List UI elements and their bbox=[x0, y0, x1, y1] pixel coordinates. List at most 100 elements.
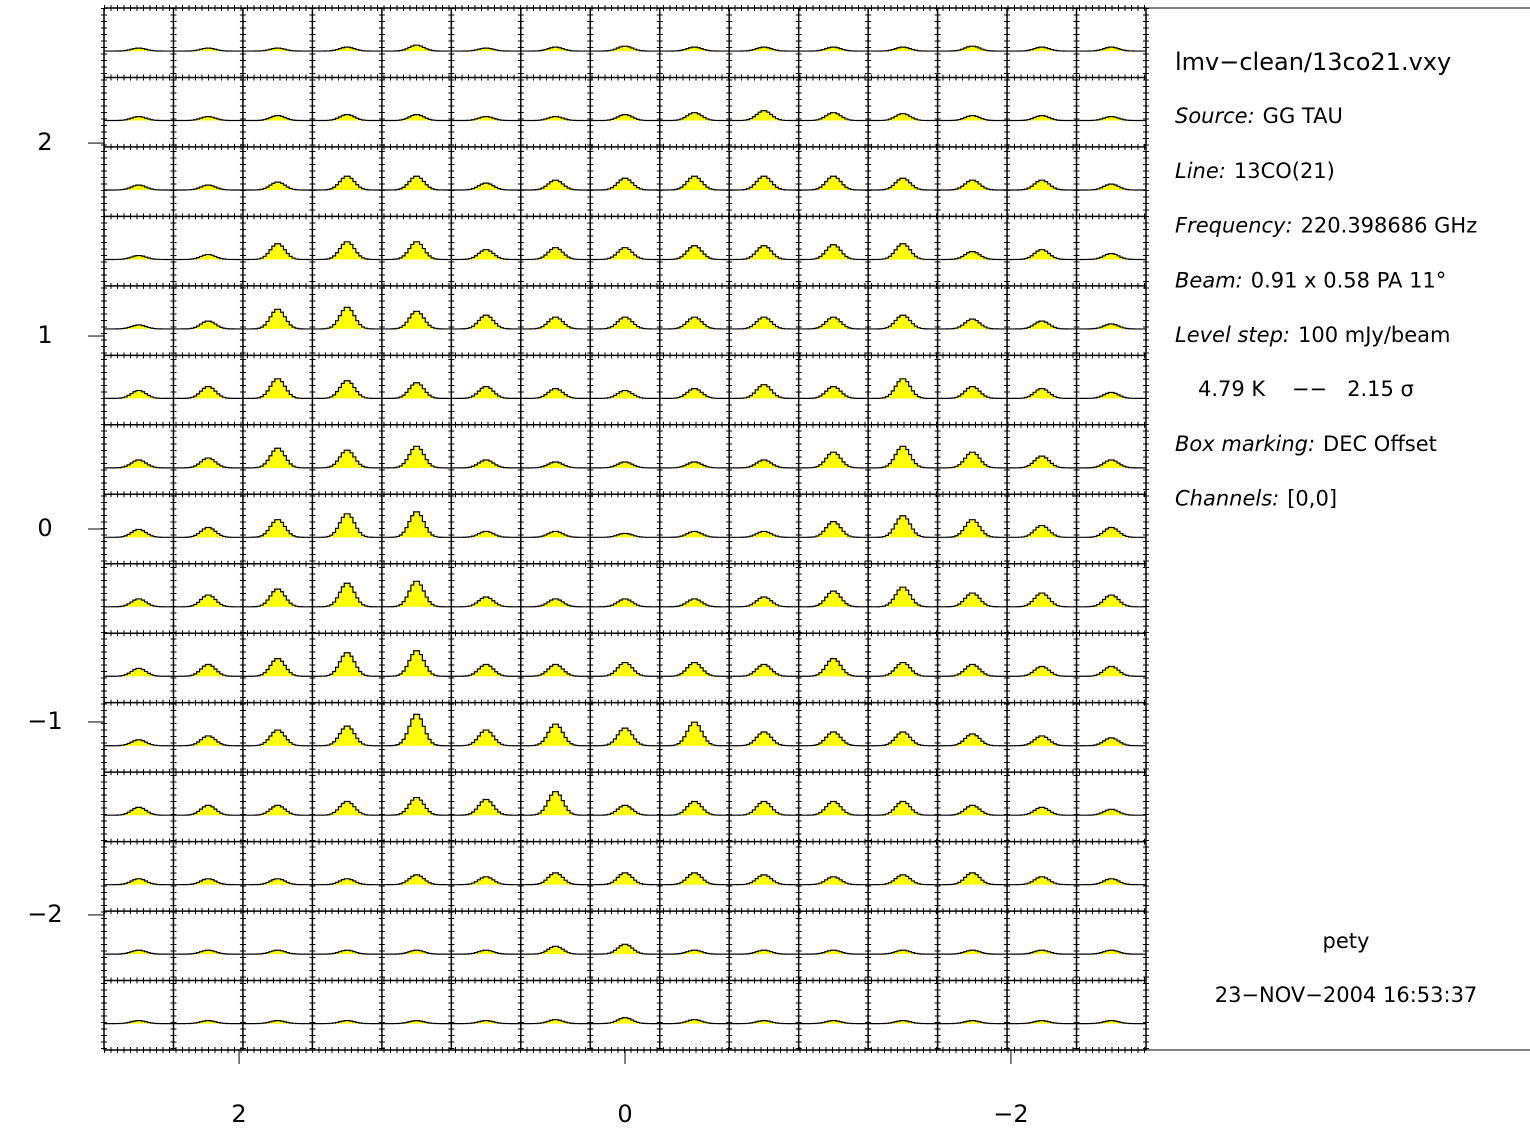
spectrum-line bbox=[451, 459, 521, 469]
spectrum-line bbox=[659, 800, 730, 816]
spectrum-fill bbox=[451, 460, 521, 468]
spectrum-line bbox=[868, 243, 938, 261]
spectrum-fill bbox=[798, 47, 869, 52]
spectrum-line bbox=[868, 731, 938, 747]
spectrum-line bbox=[1076, 878, 1146, 886]
spectrum-fill bbox=[173, 458, 243, 468]
spectrum-fill bbox=[1076, 392, 1146, 399]
spectrum-fill bbox=[1007, 807, 1077, 816]
spectrum-line bbox=[173, 1020, 243, 1025]
spectrum-line bbox=[1076, 183, 1146, 191]
spectrum-fill bbox=[1076, 116, 1146, 121]
spectrum-fill bbox=[104, 460, 174, 468]
spectrum-fill bbox=[312, 1020, 382, 1024]
spectrum-line bbox=[381, 241, 452, 261]
spectrum-fill bbox=[104, 529, 174, 538]
spectrum-line bbox=[520, 116, 591, 122]
spectrum-fill bbox=[451, 183, 521, 191]
spectrum-fill bbox=[729, 110, 799, 121]
spectrum-line bbox=[1076, 459, 1146, 469]
spectrum-line bbox=[590, 532, 660, 538]
spectrum-fill bbox=[242, 48, 313, 52]
spectrum-fill bbox=[312, 307, 382, 329]
spectrum-line bbox=[659, 175, 730, 191]
spectrum-line bbox=[242, 378, 313, 400]
spectrum-fill bbox=[1076, 737, 1146, 746]
spectrum-fill bbox=[937, 115, 1008, 121]
spectrum-fill bbox=[104, 48, 174, 52]
spectrum-line bbox=[104, 1020, 174, 1025]
spectrum-fill bbox=[381, 45, 452, 52]
spectrum-fill bbox=[729, 531, 799, 538]
spectrum-line bbox=[1007, 249, 1077, 261]
spectrum-fill bbox=[937, 46, 1008, 52]
spectrum-fill bbox=[381, 241, 452, 260]
spectrum-line bbox=[451, 249, 521, 261]
spectrum-line bbox=[868, 378, 938, 400]
spectrum-fill bbox=[729, 245, 799, 260]
spectrum-fill bbox=[590, 598, 660, 607]
spectrum-fill bbox=[798, 950, 869, 955]
spectrum-fill bbox=[173, 595, 243, 607]
spectrum-fill bbox=[1076, 878, 1146, 885]
spectrum-fill bbox=[242, 658, 313, 677]
spectrum-line bbox=[173, 526, 243, 538]
spectrum-line bbox=[868, 314, 938, 330]
spectrum-line bbox=[1076, 116, 1146, 122]
spectrum-line bbox=[104, 528, 174, 538]
spectrum-line bbox=[937, 804, 1008, 816]
spectrum-fill bbox=[1076, 809, 1146, 816]
spectrum-line bbox=[381, 114, 452, 122]
spectrum-fill bbox=[104, 950, 174, 955]
spectrum-fill bbox=[312, 176, 382, 191]
spectrum-line bbox=[729, 731, 799, 747]
spectrum-line bbox=[1007, 806, 1077, 816]
y-tick-label: 2 bbox=[37, 128, 52, 156]
spectrum-line bbox=[729, 316, 799, 330]
spectrum-fill bbox=[104, 390, 174, 399]
spectrum-line bbox=[590, 872, 660, 886]
spectrum-fill bbox=[242, 1020, 313, 1024]
spectrum-fill bbox=[590, 872, 660, 885]
spectrum-fill bbox=[173, 664, 243, 677]
spectrum-fill bbox=[798, 801, 869, 816]
spectrum-fill bbox=[104, 739, 174, 746]
spectrum-fill bbox=[520, 724, 591, 746]
spectrum-fill bbox=[729, 950, 799, 955]
spectrum-line bbox=[312, 306, 382, 330]
spectrum-fill bbox=[937, 519, 1008, 538]
spectrum-fill bbox=[1007, 876, 1077, 885]
spectrum-fill bbox=[729, 1020, 799, 1024]
info-item: Line: 13CO(21) bbox=[1175, 159, 1335, 183]
spectrum-line bbox=[590, 316, 660, 330]
spectrum-fill bbox=[173, 950, 243, 955]
spectrum-line bbox=[937, 386, 1008, 400]
spectrum-line bbox=[1076, 526, 1146, 538]
spectrum-fill bbox=[1007, 1020, 1077, 1024]
spectrum-fill bbox=[729, 317, 799, 329]
spectrum-line bbox=[104, 116, 174, 122]
spectrum-line bbox=[242, 949, 313, 955]
spectrum-line bbox=[104, 47, 174, 52]
spectrum-fill bbox=[729, 176, 799, 191]
spectrum-line bbox=[520, 388, 591, 400]
spectrum-line bbox=[173, 457, 243, 469]
spectrum-fill bbox=[659, 317, 730, 329]
spectrum-line bbox=[1076, 949, 1146, 955]
spectrum-fill bbox=[381, 650, 452, 677]
spectrum-line bbox=[729, 949, 799, 955]
spectrum-line bbox=[798, 949, 869, 955]
spectrum-fill bbox=[104, 185, 174, 191]
spectrum-line bbox=[381, 713, 452, 747]
spectrum-fill bbox=[242, 878, 313, 885]
spectrum-line bbox=[590, 661, 660, 677]
spectrum-line bbox=[451, 386, 521, 400]
spectrum-fill bbox=[381, 511, 452, 538]
spectrum-fill bbox=[798, 876, 869, 885]
spectrum-line bbox=[312, 241, 382, 261]
spectrum-fill bbox=[173, 48, 243, 52]
spectrum-fill bbox=[451, 876, 521, 885]
spectrum-fill bbox=[104, 807, 174, 816]
